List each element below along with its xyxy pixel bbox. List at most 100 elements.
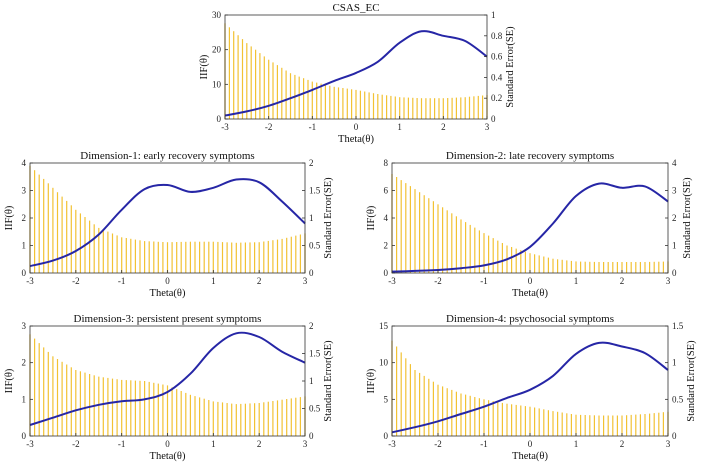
x-tick-label: 1 [574, 439, 579, 449]
y-left-tick-label: 20 [212, 45, 222, 55]
y-right-tick-label: 3 [672, 186, 677, 196]
y-left-tick-label: 0 [384, 268, 389, 278]
y-right-tick-label: 2 [309, 158, 314, 168]
y-right-tick-label: 0.4 [491, 72, 503, 82]
iif-curve [224, 30, 488, 117]
y-right-tick-label: 0.2 [491, 93, 502, 103]
x-tick-label: 2 [620, 439, 625, 449]
x-tick-label: 3 [303, 276, 308, 286]
iif-curve [29, 331, 306, 426]
y-right-tick-label: 1.5 [309, 186, 321, 196]
y-left-tick-label: 2 [22, 213, 27, 223]
y-left-tick-label: 1 [22, 241, 27, 251]
x-tick-label: -1 [118, 276, 126, 286]
y-left-axis-label: IIF(θ) [4, 205, 15, 230]
x-tick-label: -2 [72, 439, 80, 449]
y-right-axis-label: Standard Error(SE) [323, 340, 334, 422]
y-right-tick-label: 0 [672, 268, 677, 278]
y-left-tick-label: 10 [212, 79, 222, 89]
iif-curve [391, 341, 669, 434]
x-tick-label: 0 [528, 276, 533, 286]
x-tick-label: 1 [211, 276, 216, 286]
y-right-tick-label: 0.5 [672, 394, 684, 404]
x-tick-label: 0 [354, 122, 359, 132]
x-tick-label: -3 [388, 439, 396, 449]
x-tick-label: -3 [26, 439, 34, 449]
y-right-tick-label: 0.5 [309, 404, 321, 414]
chart-title: Dimension-4: psychosocial symptoms [446, 313, 614, 325]
y-right-tick-label: 0 [491, 114, 496, 124]
y-right-tick-label: 0 [309, 431, 314, 441]
y-right-tick-label: 1.5 [309, 349, 321, 359]
y-right-tick-label: 1 [309, 376, 314, 386]
y-right-tick-label: 2 [309, 321, 314, 331]
x-tick-label: -2 [434, 276, 442, 286]
x-tick-label: 3 [303, 439, 308, 449]
y-left-tick-label: 6 [384, 186, 389, 196]
chart-title: Dimension-1: early recovery symptoms [80, 150, 254, 162]
y-left-axis-label: IIF(θ) [199, 54, 210, 79]
x-tick-label: 3 [666, 276, 671, 286]
x-tick-label: 0 [165, 439, 170, 449]
chart-title: CSAS_EC [332, 2, 379, 14]
x-tick-label: -2 [265, 122, 273, 132]
y-left-axis-label: IIF(θ) [4, 368, 15, 393]
iif-curve [29, 178, 306, 268]
chart-title: Dimension-3: persistent present symptoms [74, 313, 262, 325]
x-tick-label: 0 [165, 276, 170, 286]
y-right-axis-label: Standard Error(SE) [682, 177, 693, 259]
y-left-axis-label: IIF(θ) [366, 368, 377, 393]
x-tick-label: -2 [434, 439, 442, 449]
x-tick-label: 1 [211, 439, 216, 449]
y-left-tick-label: 0 [22, 431, 27, 441]
y-left-tick-label: 3 [22, 321, 27, 331]
x-tick-label: -1 [309, 122, 317, 132]
x-tick-label: 1 [397, 122, 402, 132]
y-left-tick-label: 2 [22, 358, 27, 368]
x-tick-label: 2 [620, 276, 625, 286]
y-left-tick-label: 8 [384, 158, 389, 168]
x-axis-label: Theta(θ) [338, 134, 374, 145]
y-right-tick-label: 0.8 [491, 31, 503, 41]
chart-title: Dimension-2: late recovery symptoms [446, 150, 614, 162]
y-right-axis-label: Standard Error(SE) [505, 26, 516, 108]
x-tick-label: 2 [441, 122, 446, 132]
y-left-tick-label: 0 [22, 268, 27, 278]
x-tick-label: 1 [574, 276, 579, 286]
y-left-tick-label: 1 [22, 394, 27, 404]
x-tick-label: 0 [528, 439, 533, 449]
y-left-tick-label: 3 [22, 186, 27, 196]
x-tick-label: -3 [26, 276, 34, 286]
x-tick-label: 2 [257, 439, 262, 449]
x-tick-label: -2 [72, 276, 80, 286]
x-tick-label: 3 [666, 439, 671, 449]
x-tick-label: -1 [480, 439, 488, 449]
y-right-tick-label: 1.5 [672, 321, 684, 331]
x-tick-label: 2 [257, 276, 262, 286]
y-left-tick-label: 10 [379, 358, 389, 368]
x-axis-label: Theta(θ) [150, 451, 186, 462]
y-left-tick-label: 0 [217, 114, 222, 124]
y-left-tick-label: 5 [384, 394, 389, 404]
y-right-tick-label: 1 [309, 213, 314, 223]
x-axis-label: Theta(θ) [512, 288, 548, 299]
y-right-tick-label: 4 [672, 158, 677, 168]
y-left-tick-label: 15 [379, 321, 389, 331]
y-right-tick-label: 0 [672, 431, 677, 441]
x-axis-label: Theta(θ) [150, 288, 186, 299]
panel-csas-ec: -3 -2 -1 0 1 2 3010203000.20.40.60.81CSAS_ECTh… [199, 2, 516, 145]
y-right-axis-label: Standard Error(SE) [686, 340, 697, 422]
y-right-axis-label: Standard Error(SE) [323, 177, 334, 259]
x-tick-label: 3 [485, 122, 490, 132]
y-left-tick-label: 30 [212, 10, 222, 20]
y-right-tick-label: 2 [672, 213, 677, 223]
x-tick-label: -3 [221, 122, 229, 132]
x-tick-label: -3 [388, 276, 396, 286]
y-right-tick-label: 0 [309, 268, 314, 278]
x-tick-label: -1 [480, 276, 488, 286]
